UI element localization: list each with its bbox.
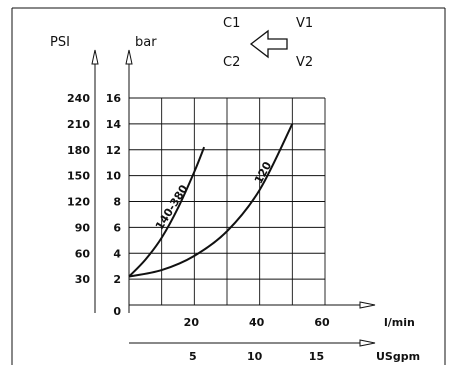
y-primary-tick-label: 4 [113,247,121,260]
y-secondary-tick-label: 120 [67,196,90,209]
y-secondary-tick-label: 240 [67,92,90,105]
axes-layer [91,49,376,347]
y-primary-tick-label: 0 [113,305,121,318]
x-primary-axis-title: l/min [384,316,415,329]
x-secondary-tick-label: 5 [189,350,197,363]
y-primary-tick-label: 8 [113,196,121,209]
arrow-left-outline-icon [249,29,288,59]
y-primary-tick-label: 14 [106,118,122,131]
x-secondary-tick-label: 15 [309,350,324,363]
x-secondary-axis-arrow [359,339,376,347]
y-secondary-tick-label: 210 [67,118,90,131]
grid-layer [129,97,326,305]
y-secondary-axis-title: PSI [50,35,70,50]
port-label-c2: C2 [223,55,240,70]
y-primary-tick-label: 2 [113,273,121,286]
port-label-v1: V1 [296,16,313,31]
y-secondary-tick-label: 90 [75,221,91,234]
y-secondary-tick-label: 30 [75,273,91,286]
x-primary-tick-label: 60 [314,316,330,329]
x-primary-tick-label: 20 [184,316,200,329]
series-label: 120 [252,159,274,186]
y-secondary-axis-arrow [91,49,99,65]
y-secondary-tick-label: 60 [75,247,91,260]
port-label-c1: C1 [223,16,240,31]
y-primary-axis-title: bar [135,35,157,50]
y-secondary-tick-label: 150 [67,170,90,183]
port-label-v2: V2 [296,55,313,70]
y-secondary-tick-label: 180 [67,144,90,157]
x-secondary-axis-title: USgpm [376,350,420,363]
series-line [128,123,294,278]
x-primary-tick-label: 40 [249,316,265,329]
x-secondary-tick-label: 10 [247,350,263,363]
series-label: 140-380 [153,182,191,232]
y-primary-tick-label: 12 [106,144,121,157]
y-primary-axis-arrow [125,49,133,65]
ticks-layer: 0 2 4 6 8 10 12 14 16 30 60 90 120 150 180 210 240 20 40 60… [67,92,420,363]
y-primary-tick-label: 16 [106,92,122,105]
series-line [128,146,206,278]
x-primary-axis-arrow [359,301,376,309]
y-primary-tick-label: 10 [106,170,122,183]
y-primary-tick-label: 6 [113,221,121,234]
